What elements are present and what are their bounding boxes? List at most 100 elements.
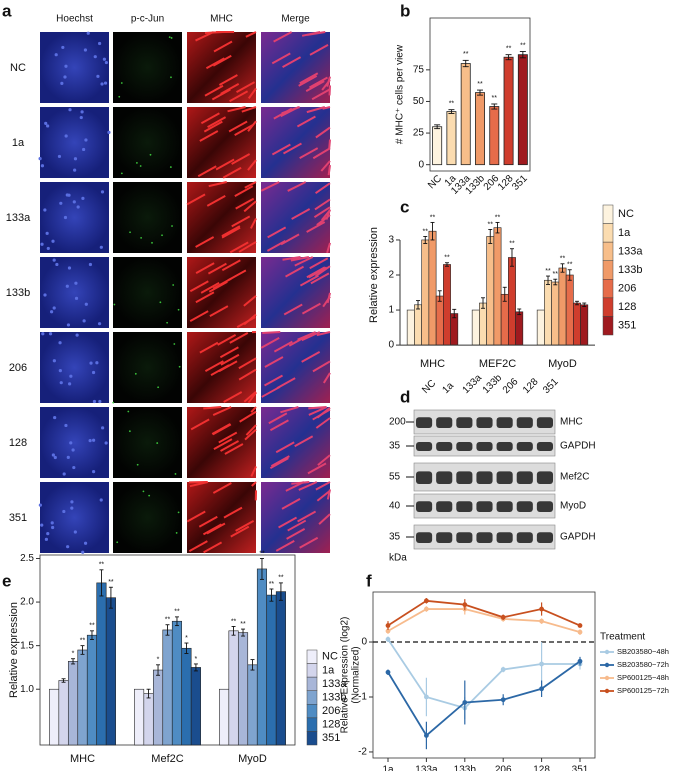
significance: **: [165, 617, 171, 624]
bar: [443, 264, 451, 346]
myotube: [297, 331, 317, 341]
myotube: [204, 360, 224, 373]
signal: [177, 511, 180, 514]
blot-band: [436, 532, 453, 543]
myotube: [268, 412, 288, 425]
significance: **: [89, 623, 95, 630]
bar: [580, 304, 589, 346]
blot-band: [416, 471, 433, 484]
nucleus: [50, 521, 54, 525]
myotube: [316, 331, 331, 337]
myotube: [271, 143, 291, 156]
bar: [228, 630, 239, 746]
myotube: [297, 510, 317, 523]
signal: [136, 463, 139, 466]
nucleus: [63, 215, 68, 220]
nucleus: [100, 190, 105, 194]
nucleus: [72, 200, 76, 204]
nucleus: [43, 293, 47, 297]
signal: [151, 241, 153, 244]
nucleus: [67, 193, 71, 197]
myotube: [261, 386, 281, 398]
lane-label: 128: [521, 376, 541, 396]
myotube: [245, 424, 257, 436]
myotube: [203, 120, 223, 133]
myotube: [236, 81, 256, 93]
bar: [486, 236, 495, 346]
myotube: [213, 40, 233, 53]
myotube: [287, 181, 307, 192]
myotube: [207, 116, 227, 129]
nucleus: [63, 75, 67, 79]
point: [385, 669, 391, 675]
myotube: [220, 440, 240, 452]
myotube: [290, 256, 310, 262]
significance: *: [195, 656, 198, 663]
myotube: [280, 406, 299, 414]
point: [424, 606, 429, 612]
myotube: [273, 340, 293, 353]
myotube: [204, 84, 224, 97]
significance: **: [567, 262, 573, 269]
legend-swatch: [604, 675, 610, 681]
myotube: [294, 256, 314, 267]
micrograph: [40, 482, 109, 553]
y-tick-label: 1.5: [20, 640, 34, 651]
myotube: [223, 391, 243, 403]
lane-label: 133a: [461, 372, 485, 396]
lane-label: 133b: [481, 372, 505, 396]
legend-swatch: [602, 316, 614, 336]
bar: [479, 302, 487, 346]
bar: [573, 302, 581, 346]
nucleus: [61, 45, 65, 50]
marker-label: 35: [389, 532, 401, 543]
nucleus: [67, 266, 72, 270]
myotube: [230, 525, 250, 538]
significance: **: [99, 562, 105, 569]
bar: [266, 594, 277, 746]
y-tick-label: 3: [388, 235, 394, 246]
nucleus: [46, 246, 50, 251]
bar: [428, 230, 437, 346]
nucleus: [57, 154, 62, 159]
nucleus: [98, 399, 102, 404]
bar: [190, 667, 201, 746]
myotube: [308, 406, 327, 410]
signal: [156, 442, 159, 444]
signal: [118, 95, 121, 98]
myotube: [299, 536, 319, 549]
bar: [414, 304, 422, 346]
myotube: [315, 417, 331, 429]
nucleus: [100, 426, 105, 430]
nucleus: [88, 262, 93, 267]
signal: [116, 541, 119, 544]
myotube: [234, 185, 254, 197]
band-label: GAPDH: [560, 441, 596, 452]
significance: **: [108, 579, 114, 586]
myotube: [276, 377, 296, 390]
bar: [77, 649, 88, 746]
myotube: [202, 523, 222, 536]
myotube: [241, 106, 257, 113]
bar: [450, 313, 459, 346]
significance: **: [492, 95, 498, 102]
bar: [551, 281, 560, 346]
y-axis-label: Relative expression: [368, 227, 380, 323]
nucleus: [103, 81, 108, 85]
signal: [173, 343, 176, 345]
nucleus: [74, 281, 78, 285]
myotube: [221, 259, 241, 272]
point: [577, 623, 583, 628]
myotube: [298, 481, 318, 491]
blot-band: [476, 532, 493, 543]
legend-swatch: [602, 279, 614, 299]
myotube: [309, 43, 329, 56]
legend-swatch: [604, 649, 610, 655]
myotube: [218, 431, 238, 444]
micrograph: [187, 32, 256, 103]
panel-letter: d: [400, 387, 410, 406]
bar: [493, 227, 502, 346]
myotube: [280, 233, 300, 246]
nucleus: [96, 74, 100, 78]
